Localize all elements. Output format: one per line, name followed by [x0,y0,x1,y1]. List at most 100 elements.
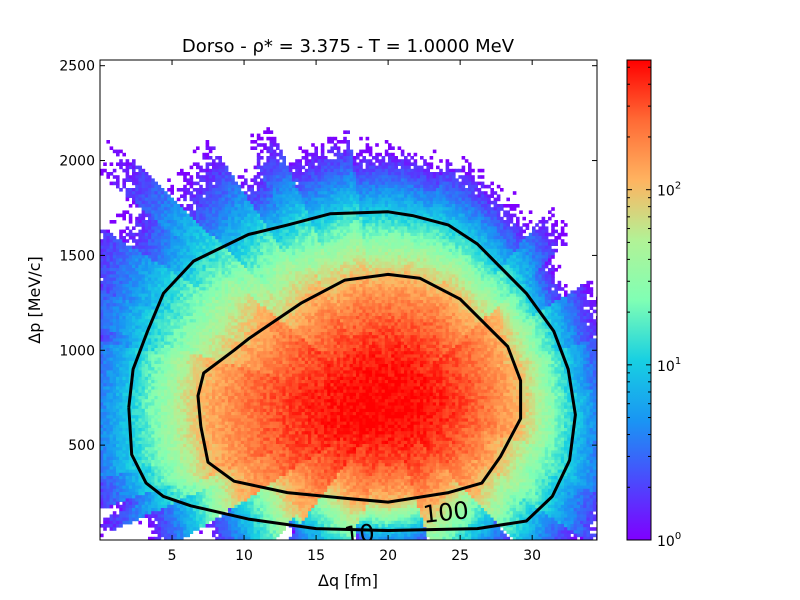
heatmap-cell [218,229,222,234]
heatmap-cell [535,261,539,266]
heatmap-cell [263,245,267,250]
heatmap-cell [551,239,555,243]
heatmap-cell [183,277,187,282]
heatmap-cell [480,229,485,234]
heatmap-cell [180,280,184,285]
heatmap-cell [234,268,238,272]
heatmap-cell [314,197,318,202]
heatmap-cell [423,162,427,166]
heatmap-cell [532,258,536,262]
heatmap-cell [391,152,395,157]
heatmap-cell [221,197,226,202]
heatmap-cell [176,232,181,237]
heatmap-cell [343,216,347,221]
heatmap-cell [263,216,267,221]
heatmap-cell [109,264,114,269]
heatmap-cell [304,268,309,272]
heatmap-cell [288,271,293,275]
heatmap-cell [420,280,424,285]
heatmap-cell [343,220,347,224]
heatmap-cell [404,188,408,192]
heatmap-cell [288,284,293,288]
heatmap-cell [525,239,530,243]
heatmap-cell [308,248,312,253]
heatmap-cell [128,236,133,240]
heatmap-cell [237,232,242,237]
heatmap-cell [445,168,450,173]
heatmap-cell [183,261,187,266]
heatmap-cell [343,181,347,186]
heatmap-cell [356,223,360,227]
heatmap-cell [295,184,299,189]
heatmap-cell [141,216,146,221]
heatmap-cell [426,255,430,259]
heatmap-cell [183,184,187,189]
heatmap-cell [544,264,549,269]
heatmap-cell [135,245,139,250]
heatmap-cell [279,178,283,182]
heatmap-cell [464,175,469,179]
heatmap-cell [103,252,107,256]
heatmap-cell [452,252,456,256]
heatmap-cell [352,194,357,198]
heatmap-cell [458,226,462,230]
heatmap-cell [132,255,136,259]
heatmap-cell [487,271,491,275]
heatmap-cell [215,172,219,176]
heatmap-cell [231,191,235,195]
heatmap-cell [311,210,315,214]
heatmap-cell [455,264,459,269]
heatmap-cell [503,280,507,285]
heatmap-cell [388,258,392,262]
heatmap-cell [394,226,398,230]
heatmap-cell [228,258,232,262]
heatmap-cell [119,213,123,218]
heatmap-cell [135,223,139,227]
heatmap-cell [493,255,498,259]
heatmap-cell [189,264,194,269]
heatmap-cell [404,162,408,166]
heatmap-cell [535,242,539,246]
heatmap-cell [116,258,120,262]
heatmap-cell [375,280,379,285]
heatmap-cell [471,207,475,211]
heatmap-cell [522,258,526,262]
heatmap-cell [212,207,216,211]
heatmap-cell [292,280,296,285]
heatmap-cell [400,159,405,163]
heatmap-cell [295,232,299,237]
heatmap-cell [381,258,386,262]
heatmap-cell [141,236,146,240]
heatmap-cell [352,178,357,182]
heatmap-cell [394,220,398,224]
heatmap-cell [509,226,514,230]
heatmap-cell [349,149,354,154]
heatmap-cell [308,280,312,285]
heatmap-cell [378,226,382,230]
heatmap-cell [493,213,498,218]
heatmap-cell [330,178,334,182]
heatmap-cell [234,200,238,205]
heatmap-cell [404,184,408,189]
heatmap-cell [109,242,114,246]
heatmap-cell [112,287,117,291]
heatmap-cell [388,159,392,163]
heatmap-cell [298,277,302,282]
heatmap-cell [208,149,213,154]
heatmap-cell [340,232,344,237]
heatmap-cell [157,194,162,198]
heatmap-cell [160,280,165,285]
heatmap-cell [496,194,501,198]
heatmap-cell [234,258,238,262]
heatmap-cell [266,248,270,253]
heatmap-cell [314,207,318,211]
heatmap-cell [132,258,136,262]
heatmap-cell [148,210,152,214]
heatmap-cell [436,271,440,275]
heatmap-cell [484,239,488,243]
heatmap-cell [144,280,149,285]
heatmap-cell [269,223,274,227]
heatmap-cell [279,220,283,224]
heatmap-cell [480,204,485,208]
heatmap-cell [160,258,165,262]
